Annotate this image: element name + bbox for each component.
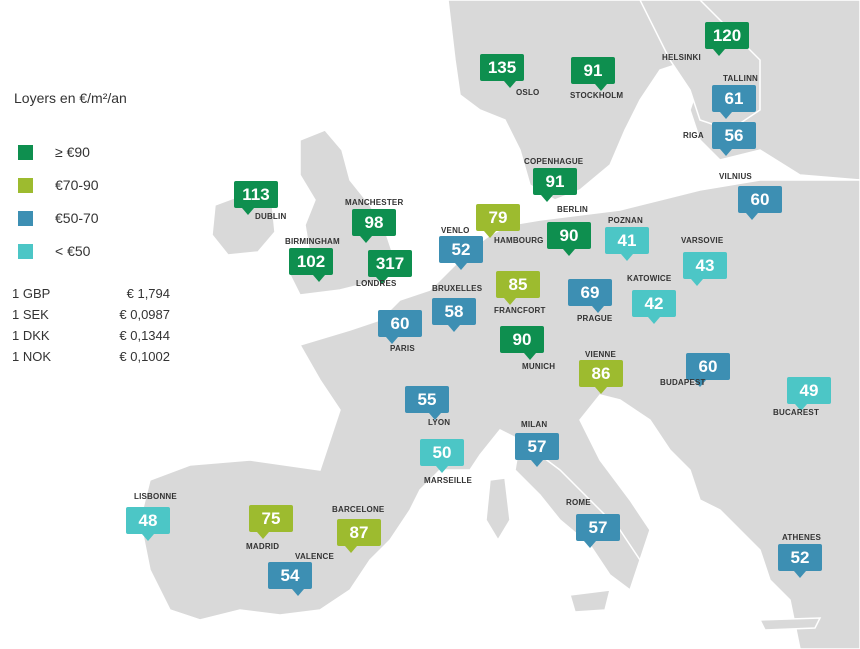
city-badge-lyon: 55	[405, 386, 449, 420]
city-label-helsinki: HELSINKI	[662, 53, 701, 62]
city-label-lisbonne: LISBONNE	[134, 492, 177, 501]
city-badge-poznan: 41	[605, 227, 649, 261]
legend-label: €50-70	[55, 210, 99, 226]
legend-item-mid-high: €70-90	[18, 177, 99, 193]
city-badge-vilnius: 60	[738, 186, 782, 220]
city-badge-stockholm: 91	[571, 57, 615, 91]
city-label-venlo: VENLO	[441, 226, 470, 235]
city-label-varsovie: VARSOVIE	[681, 236, 724, 245]
scandinavia-shape	[447, 0, 860, 201]
city-badge-budapest: 60	[686, 353, 730, 387]
city-label-paris: PARIS	[390, 344, 415, 353]
city-badge-copenhague: 91	[533, 168, 577, 202]
fx-value: € 0,1002	[119, 349, 170, 364]
city-label-francfort: FRANCFORT	[494, 306, 546, 315]
city-badge-manchester: 98	[352, 209, 396, 243]
city-label-lyon: LYON	[428, 418, 451, 427]
city-badge-oslo: 135	[480, 54, 524, 88]
city-badge-londres: 317	[368, 250, 412, 284]
city-badge-madrid: 75	[249, 505, 293, 539]
fx-value: € 1,794	[126, 286, 170, 301]
city-badge-rome: 57	[576, 514, 620, 548]
fx-currency: 1 GBP	[12, 286, 51, 301]
city-badge-athenes: 52	[778, 544, 822, 578]
city-badge-marseille: 50	[420, 439, 464, 473]
legend-swatch	[18, 243, 33, 259]
legend-item-low: < €50	[18, 243, 90, 259]
city-label-prague: PRAGUE	[577, 314, 613, 323]
city-badge-katowice: 42	[632, 290, 676, 324]
city-label-tallinn: TALLINN	[723, 74, 759, 83]
fx-row: 1 DKK € 0,1344	[12, 328, 170, 343]
city-label-vilnius: VILNIUS	[719, 172, 752, 181]
fx-row: 1 GBP € 1,794	[12, 286, 170, 301]
city-label-valence: VALENCE	[295, 552, 335, 561]
city-badge-prague: 69	[568, 279, 612, 313]
city-label-barcelone: BARCELONE	[332, 505, 385, 514]
city-badge-vienne: 86	[579, 360, 623, 394]
city-label-copenhague: COPENHAGUE	[524, 157, 584, 166]
fx-value: € 0,1344	[119, 328, 170, 343]
legend-item-mid: €50-70	[18, 210, 99, 226]
fx-row: 1 NOK € 0,1002	[12, 349, 170, 364]
city-label-hambourg: HAMBOURG	[494, 236, 544, 245]
city-label-dublin: DUBLIN	[255, 212, 287, 221]
city-label-londres: LONDRES	[356, 279, 397, 288]
city-label-oslo: OSLO	[516, 88, 540, 97]
city-badge-bruxelles: 58	[432, 298, 476, 332]
city-badge-lisbonne: 48	[126, 507, 170, 541]
fx-currency: 1 NOK	[12, 349, 52, 364]
city-badge-paris: 60	[378, 310, 422, 344]
city-label-riga: RIGA	[683, 131, 704, 140]
city-label-budapest: BUDAPEST	[660, 378, 706, 387]
fx-currency: 1 SEK	[12, 307, 49, 322]
city-label-athenes: ATHENES	[782, 533, 822, 542]
island-shape	[485, 477, 511, 542]
city-badge-hambourg: 79	[476, 204, 520, 238]
city-label-bucarest: BUCAREST	[773, 408, 820, 417]
city-label-stockholm: STOCKHOLM	[570, 91, 624, 100]
city-label-madrid: MADRID	[246, 542, 280, 551]
city-badge-berlin: 90	[547, 222, 591, 256]
city-badge-tallinn: 61	[712, 85, 756, 119]
legend-item-high: ≥ €90	[18, 144, 90, 160]
legend-label: €70-90	[55, 177, 99, 193]
city-label-milan: MILAN	[521, 420, 548, 429]
legend-swatch	[18, 144, 33, 160]
city-badge-bucarest: 49	[787, 377, 831, 411]
city-label-bruxelles: BRUXELLES	[432, 284, 483, 293]
island-shape	[758, 617, 822, 631]
city-label-vienne: VIENNE	[585, 350, 616, 359]
legend-title: Loyers en €/m²/an	[14, 90, 127, 106]
city-label-rome: ROME	[566, 498, 591, 507]
fx-value: € 0,0987	[119, 307, 170, 322]
city-badge-riga: 56	[712, 122, 756, 156]
fx-currency: 1 DKK	[12, 328, 50, 343]
city-label-birmingham: BIRMINGHAM	[285, 237, 340, 246]
city-label-berlin: BERLIN	[557, 205, 588, 214]
island-shape	[569, 589, 611, 613]
city-badge-venlo: 52	[439, 236, 483, 270]
city-badge-helsinki: 120	[705, 22, 749, 56]
city-badge-francfort: 85	[496, 271, 540, 305]
legend-label: ≥ €90	[55, 144, 90, 160]
city-badge-barcelone: 87	[337, 519, 381, 553]
city-label-manchester: MANCHESTER	[345, 198, 404, 207]
city-badge-milan: 57	[515, 433, 559, 467]
city-label-marseille: MARSEILLE	[424, 476, 473, 485]
city-badge-varsovie: 43	[683, 252, 727, 286]
city-label-katowice: KATOWICE	[627, 274, 672, 283]
city-badge-valence: 54	[268, 562, 312, 596]
legend-swatch	[18, 210, 33, 226]
city-label-munich: MUNICH	[522, 362, 556, 371]
city-label-poznan: POZNAN	[608, 216, 643, 225]
city-badge-munich: 90	[500, 326, 544, 360]
fx-row: 1 SEK € 0,0987	[12, 307, 170, 322]
city-badge-dublin: 113	[234, 181, 278, 215]
city-badge-birmingham: 102	[289, 248, 333, 282]
legend-label: < €50	[55, 243, 91, 259]
legend-swatch	[18, 177, 33, 193]
